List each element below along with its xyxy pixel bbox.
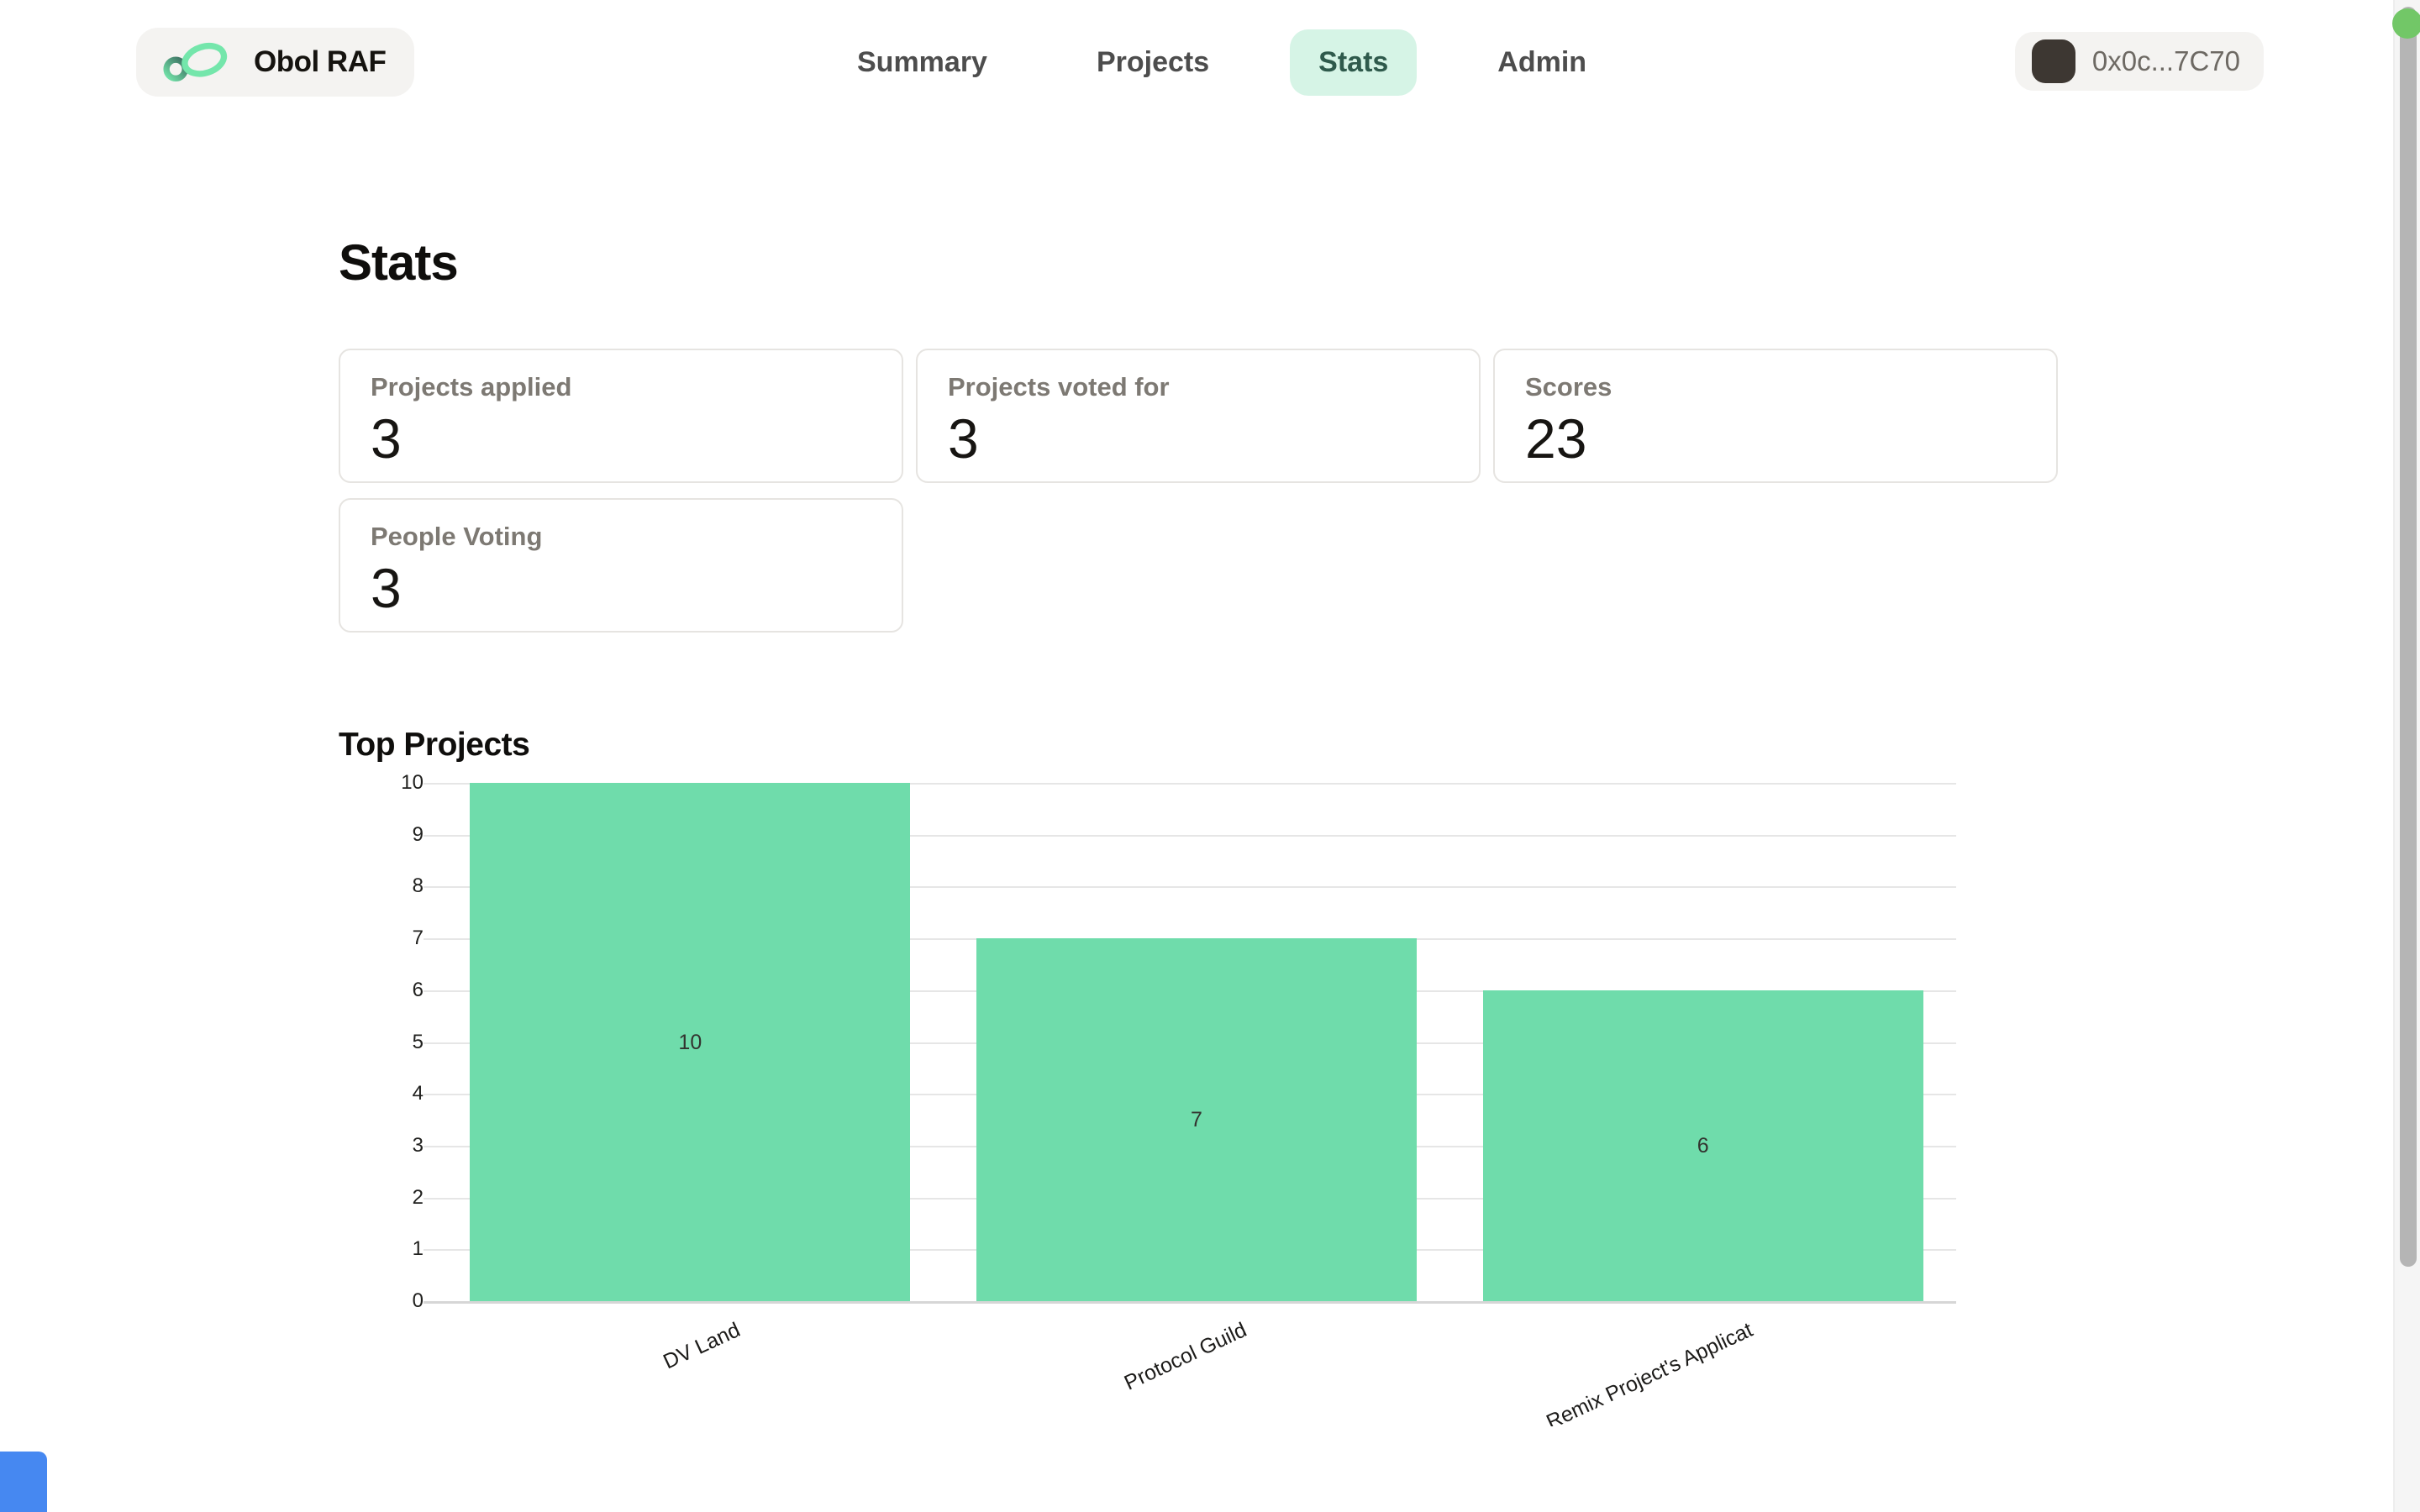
- bar-value-label: 10: [678, 1030, 702, 1054]
- nav-tab-admin[interactable]: Admin: [1497, 45, 1587, 78]
- stat-card-label: Scores: [1525, 372, 1612, 402]
- wallet-button[interactable]: 0x0c...7C70: [2014, 32, 2264, 91]
- top-projects-bar-chart: 0 1 2 3 4 5 6 7 8 9 10 10 DV Land 7 Protocol Guild 6 Rem…: [339, 754, 1979, 1426]
- wallet-address: 0x0c...7C70: [2091, 45, 2240, 76]
- bar-value-label: 6: [1697, 1133, 1709, 1158]
- stat-card-label: Projects voted for: [948, 372, 1170, 402]
- obol-infinity-logo-icon: [158, 39, 235, 86]
- nav-tab-stats[interactable]: Stats: [1290, 29, 1418, 96]
- bar-value-label: 7: [1191, 1108, 1202, 1132]
- stat-card-scores: Scores 23: [1493, 349, 2058, 483]
- bar-protocol-guild[interactable]: [976, 938, 1418, 1301]
- nav-tab-summary[interactable]: Summary: [857, 45, 987, 78]
- scrollbar-track[interactable]: [2392, 0, 2420, 1512]
- stat-card-label: Projects applied: [371, 372, 572, 402]
- y-tick-label: 6: [412, 978, 424, 1001]
- stat-card-label: People Voting: [371, 522, 543, 551]
- chart-section-title: Top Projects: [339, 727, 530, 763]
- y-tick-label: 7: [412, 927, 424, 950]
- main-content: Stats Projects applied 3 Projects voted …: [339, 126, 2103, 764]
- stat-card-value: 3: [371, 557, 402, 619]
- nav-tab-projects[interactable]: Projects: [1096, 45, 1210, 78]
- gridline-y-9: [424, 834, 1956, 837]
- gridline-y-0: [424, 1301, 1956, 1304]
- y-tick-label: 0: [412, 1289, 424, 1312]
- y-tick-label: 1: [412, 1237, 424, 1261]
- y-tick-label: 4: [412, 1082, 424, 1105]
- header: Obol RAF Summary Projects Stats Admin 0x…: [0, 0, 2420, 126]
- y-tick-label: 3: [412, 1133, 424, 1157]
- stat-card-value: 3: [948, 407, 979, 470]
- main-nav: Summary Projects Stats Admin: [829, 28, 1615, 97]
- y-tick-label: 5: [412, 1030, 424, 1053]
- brand-logo-button[interactable]: Obol RAF: [136, 28, 415, 97]
- bar-dv-land[interactable]: [470, 783, 911, 1301]
- y-tick-label: 8: [412, 874, 424, 898]
- brand-label: Obol RAF: [254, 45, 387, 78]
- gridline-y-8: [424, 886, 1956, 889]
- gridline-y-10: [424, 783, 1956, 785]
- stat-card-value: 23: [1525, 407, 1587, 470]
- stat-cards-grid: Projects applied 3 Projects voted for 3 …: [339, 349, 2103, 633]
- y-tick-label: 2: [412, 1185, 424, 1209]
- bottom-left-corner-chip: [0, 1452, 47, 1512]
- x-tick-label: Remix Project's Applicat: [1543, 1318, 1757, 1426]
- x-tick-label: DV Land: [660, 1318, 744, 1374]
- y-tick-label: 10: [401, 771, 424, 794]
- y-tick-label: 9: [412, 822, 424, 846]
- stat-card-people-voting: People Voting 3: [339, 498, 903, 633]
- wallet-avatar: [2031, 39, 2075, 83]
- stat-card-projects-applied: Projects applied 3: [339, 349, 903, 483]
- x-tick-label: Protocol Guild: [1120, 1318, 1250, 1395]
- scrollbar-thumb[interactable]: [2400, 7, 2417, 1267]
- stat-card-projects-voted-for: Projects voted for 3: [916, 349, 1481, 483]
- page-title: Stats: [339, 234, 459, 291]
- bar-remix-project-s-applicat[interactable]: [1482, 990, 1923, 1301]
- scrollbar-notification-dot: [2392, 8, 2420, 39]
- stat-card-value: 3: [371, 407, 402, 470]
